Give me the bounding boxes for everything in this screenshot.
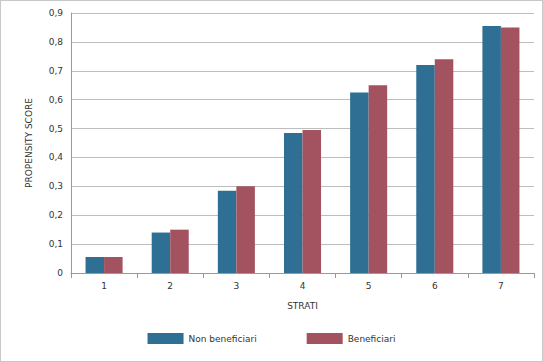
svg-text:STRATI: STRATI [287, 301, 318, 311]
svg-text:0: 0 [57, 268, 63, 278]
svg-text:2: 2 [167, 281, 173, 291]
svg-text:0,7: 0,7 [49, 66, 63, 76]
svg-text:1: 1 [101, 281, 107, 291]
svg-text:0,9: 0,9 [49, 8, 64, 18]
svg-text:4: 4 [300, 281, 306, 291]
svg-text:7: 7 [498, 281, 504, 291]
svg-text:3: 3 [233, 281, 239, 291]
svg-text:0,3: 0,3 [49, 181, 63, 191]
svg-text:6: 6 [432, 281, 438, 291]
svg-text:0,4: 0,4 [49, 152, 64, 162]
svg-text:0,1: 0,1 [49, 239, 63, 249]
svg-text:0,5: 0,5 [49, 124, 63, 134]
svg-text:5: 5 [366, 281, 372, 291]
svg-text:PROPENSITY SCORE: PROPENSITY SCORE [24, 98, 34, 188]
svg-text:Beneficiari: Beneficiari [348, 334, 396, 344]
svg-text:0,8: 0,8 [49, 37, 64, 47]
svg-text:0,2: 0,2 [49, 210, 63, 220]
svg-text:0,6: 0,6 [49, 95, 64, 105]
svg-text:Non beneficiari: Non beneficiari [189, 334, 257, 344]
